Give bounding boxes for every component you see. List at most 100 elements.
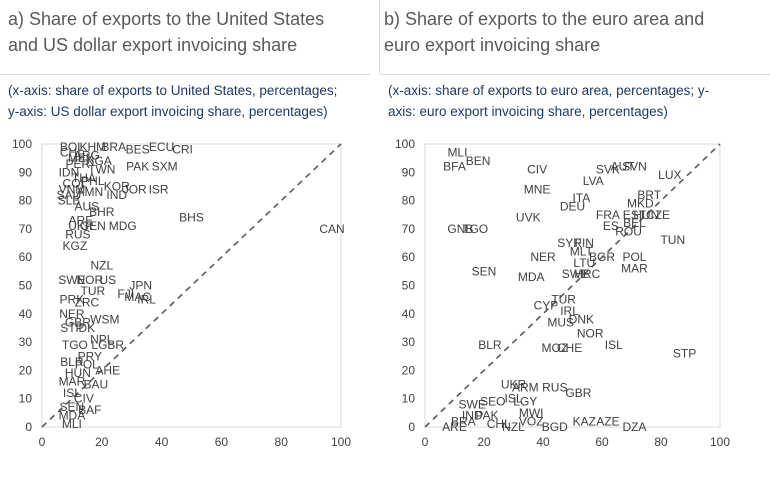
point-label: MLI [447,145,467,159]
point-label: STP [60,321,83,335]
point-label: JOR [123,182,147,196]
x-tick-label: 100 [331,435,351,449]
point-label: SWE [562,267,589,281]
point-label: ZRC [75,295,100,309]
panel-b-title-line-2: euro export invoicing share [384,35,601,55]
y-tick-label: 90 [402,165,416,179]
plot-area [424,143,721,428]
point-label: IND [106,188,127,202]
point-label: ARM [512,380,539,394]
point-label: LGY [513,395,537,409]
point-label: TGO [62,338,88,352]
panel-b-subtitle-line-1: (x-axis: share of exports to euro area, … [388,83,710,98]
point-label: SLB [58,194,81,208]
point-label: SVN [622,160,647,174]
plot-area [41,143,342,428]
panel-a-subtitle-line-1: (x-axis: share of exports to United Stat… [8,83,338,98]
point-label: TUR [80,284,105,298]
point-label: STP [673,346,696,360]
point-label: THA [72,171,96,185]
point-label: PAK [126,160,149,174]
x-tick-label: 20 [95,435,109,449]
point-label: BES [126,143,150,157]
point-label: SVK [596,162,620,176]
point-label: ISL [504,392,522,406]
point-label: MAR [59,375,86,389]
y-tick-label: 100 [12,137,32,151]
point-label: CHL [487,417,511,431]
y-tick-label: 20 [19,363,33,377]
panel-b-subtitle: (x-axis: share of exports to euro area, … [388,80,709,122]
point-label: BEL [623,216,646,230]
point-label: TWN [88,162,115,176]
point-label: KAZ [573,414,596,428]
point-label: CRI [172,143,193,157]
diagonal-reference-line [41,143,342,428]
point-label: SEN [472,264,497,278]
point-label: DZA [622,420,646,434]
point-label: BRA [451,414,476,428]
y-tick-label: 10 [19,392,33,406]
point-label: MDG [109,219,137,233]
panel-b-scatter-chart: 0 10 20 30 40 50 60 70 80 90 100 0 20 40 60 80 100 MLIBEN… [395,137,730,449]
point-label: EST [623,208,647,222]
panel-b-title-rule [380,74,770,75]
point-label: VOZ [519,414,544,428]
point-label: CHL [60,145,84,159]
panel-divider [379,0,380,74]
point-label: ISL [605,338,623,352]
point-label: VNM [59,182,86,196]
point-label: BAF [78,403,101,417]
point-label: BEN [466,154,491,168]
point-label: DNK [569,312,594,326]
point-label: IRL [560,304,579,318]
y-tick-label: 40 [402,307,416,321]
point-label: BHS [179,211,204,225]
x-tick-label: 20 [477,435,491,449]
point-label: NOR [77,273,104,287]
point-label: AHE [95,363,120,377]
point-label: ISL [63,386,81,400]
point-label: FRA [596,208,620,222]
y-tick-label: 10 [402,392,416,406]
point-label: IND [462,409,483,423]
point-label: FIN [575,236,594,250]
point-label: LUX [658,168,681,182]
point-label: BHR [89,205,115,219]
point-label: CZE [646,208,670,222]
point-label: HUN [65,366,91,380]
y-tick-label: 90 [19,165,33,179]
point-label: GBR [65,315,91,329]
y-tick-label: 80 [402,194,416,208]
y-tick-label: 50 [402,279,416,293]
point-label: US [99,273,116,287]
point-label: GNB [447,222,473,236]
point-label: ROU [615,225,642,239]
point-label: LGBR [91,338,124,352]
point-label: BRT [637,188,661,202]
point-label: AUT [611,160,636,174]
point-label: DEU [560,199,585,213]
y-tick-label: 50 [19,279,33,293]
point-label: BLR [60,355,84,369]
point-label: HUN [633,208,659,222]
y-tick-label: 30 [19,335,33,349]
point-label: PRY [78,349,102,363]
point-label: PRK [60,293,85,307]
point-label: MOZ [541,341,568,355]
point-label: GEN [80,219,106,233]
point-label: ECU [149,140,174,154]
x-tick-label: 0 [39,435,46,449]
panel-b-title: b) Share of exports to the euro area and… [384,6,704,58]
point-label: IRL [137,293,156,307]
point-label: SYR [557,236,582,250]
point-label: CAN [319,222,344,236]
point-label: MDA [518,270,545,284]
x-tick-label: 40 [536,435,550,449]
point-label: BGR [589,250,615,264]
point-label: UKR [68,219,94,233]
point-label: MUS [547,315,574,329]
point-label: HRC [574,267,600,281]
point-label: AMN [77,185,104,199]
point-label: ITA [572,191,590,205]
